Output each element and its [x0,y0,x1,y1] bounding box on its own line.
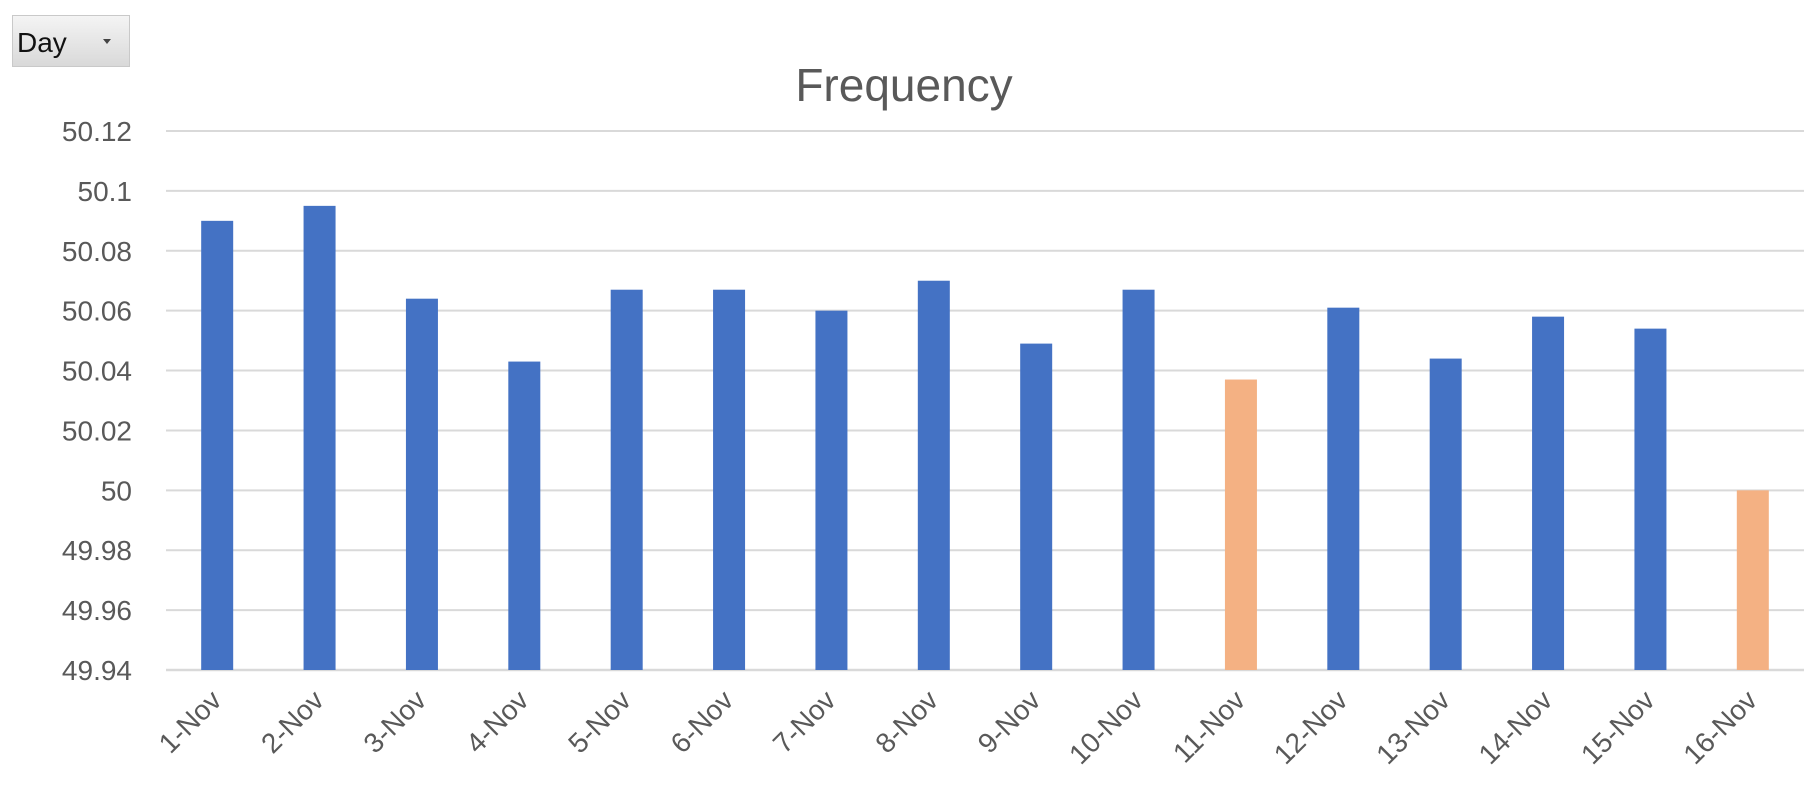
x-tick-label: 1-Nov [153,684,228,759]
x-tick-label: 7-Nov [767,684,842,759]
x-tick-label: 3-Nov [357,684,432,759]
y-tick-label: 49.94 [62,655,132,686]
bar-5-Nov[interactable] [610,289,643,670]
bar-12-Nov[interactable] [1327,307,1360,670]
x-tick-label: 8-Nov [869,684,944,759]
x-tick-label: 10-Nov [1063,684,1149,770]
x-tick-label: 6-Nov [665,684,740,759]
y-tick-label: 50.02 [62,415,132,446]
day-filter-label: Day [17,27,67,58]
y-tick-label: 49.96 [62,595,132,626]
chart-title: Frequency [795,59,1012,111]
y-tick-label: 49.98 [62,535,132,566]
bar-4-Nov[interactable] [508,361,541,670]
y-tick-label: 50.1 [78,176,133,207]
bar-2-Nov[interactable] [303,205,336,670]
x-axis-ticks: 1-Nov 2-Nov 3-Nov 4-Nov 5-Nov 6-Nov 7-Nov 8-Nov… [153,684,1763,770]
bar-15-Nov[interactable] [1634,328,1667,670]
bar-8-Nov[interactable] [917,280,950,670]
bar-6-Nov[interactable] [713,289,746,670]
bar-14-Nov[interactable] [1532,316,1565,670]
x-tick-label: 12-Nov [1268,684,1354,770]
y-tick-label: 50.08 [62,236,132,267]
y-axis-ticks: 49.94 49.96 49.98 50 50.02 50.04 50.06 50.08 50.… [62,116,132,686]
x-tick-label: 5-Nov [562,684,637,759]
x-tick-label: 9-Nov [972,684,1047,759]
bar-13-Nov[interactable] [1429,358,1462,670]
bar-3-Nov[interactable] [405,298,438,670]
x-tick-label: 11-Nov [1167,684,1251,768]
x-tick-label: 13-Nov [1370,684,1456,770]
bar-11-Nov[interactable] [1224,379,1257,670]
y-tick-label: 50.06 [62,296,132,327]
dropdown-arrow-icon [103,39,111,44]
bar-10-Nov[interactable] [1122,289,1155,670]
x-tick-label: 4-Nov [460,684,535,759]
y-tick-label: 50.12 [62,116,132,147]
x-tick-label: 15-Nov [1575,684,1661,770]
day-filter-dropdown[interactable]: Day [12,15,130,67]
y-tick-label: 50.04 [62,356,132,387]
x-tick-label: 14-Nov [1473,684,1559,770]
gridlines [166,130,1804,672]
bar-9-Nov[interactable] [1020,343,1053,670]
bar-16-Nov[interactable] [1736,490,1769,670]
x-tick-label: 2-Nov [255,684,330,759]
y-tick-label: 50 [101,475,132,506]
bar-1-Nov[interactable] [201,220,234,671]
x-tick-label: 16-Nov [1677,684,1763,770]
bars [201,205,1769,671]
bar-7-Nov[interactable] [815,310,848,670]
